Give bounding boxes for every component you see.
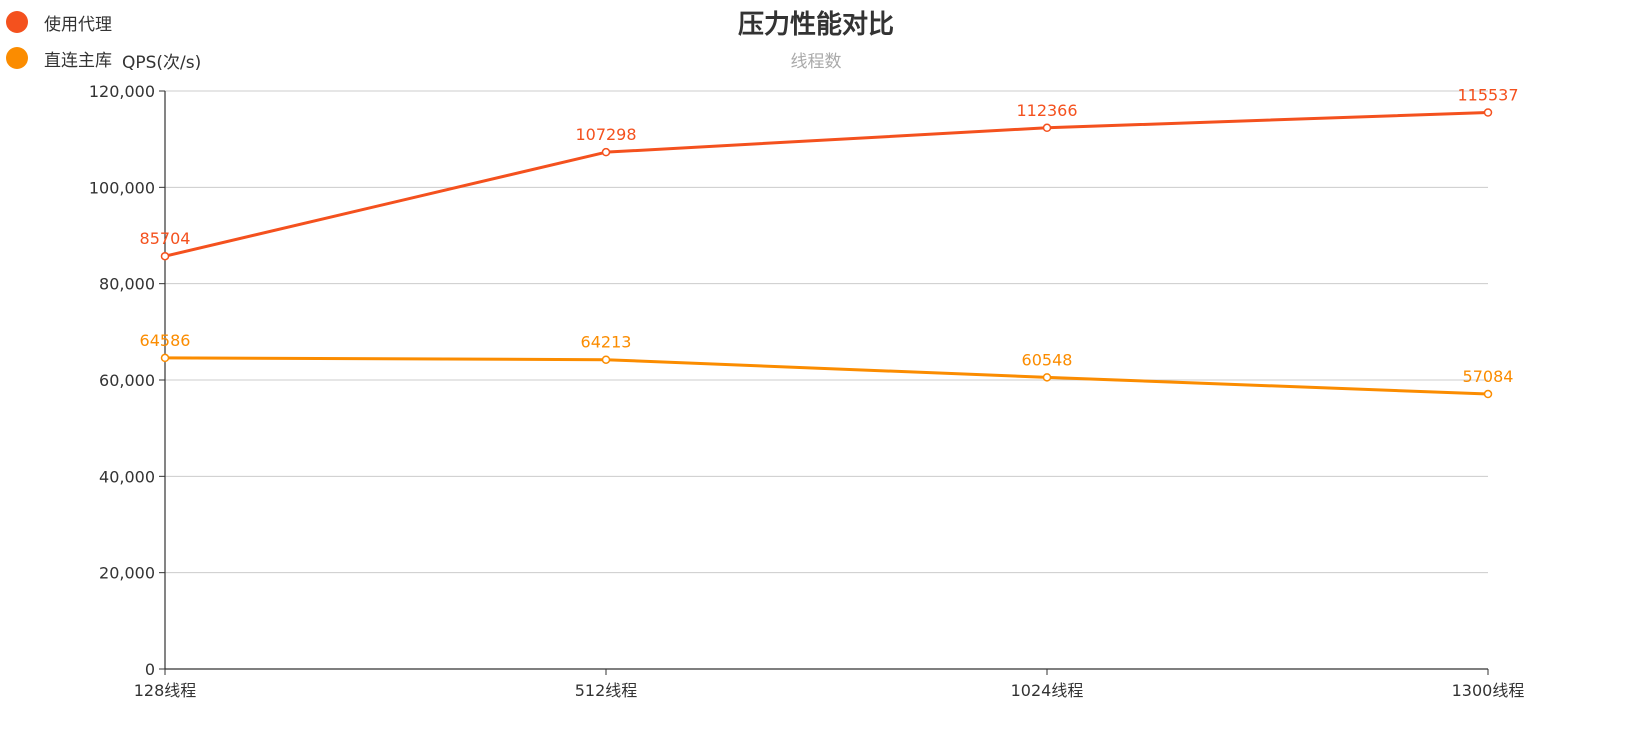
legend-item-direct[interactable]: 直连主库	[6, 40, 112, 76]
y-axis-label: QPS(次/s)	[122, 53, 202, 73]
x-tick-label: 1024线程	[1011, 681, 1084, 700]
y-tick-label: 0	[145, 660, 155, 679]
data-label: 107298	[575, 125, 636, 144]
chart-title: 压力性能对比	[737, 10, 894, 40]
data-point	[1483, 389, 1493, 399]
data-point	[160, 353, 170, 363]
series-line-0	[163, 110, 1490, 258]
data-label: 112366	[1016, 101, 1077, 120]
data-point	[1042, 123, 1052, 133]
legend-item-proxy[interactable]: 使用代理	[6, 4, 112, 40]
y-tick-label: 100,000	[89, 178, 155, 197]
chart-subtitle: 线程数	[790, 52, 842, 72]
legend-label-proxy: 使用代理	[44, 14, 112, 35]
y-tick-label: 120,000	[89, 82, 155, 101]
legend-label-direct: 直连主库	[44, 50, 112, 71]
y-tick-label: 20,000	[99, 564, 155, 583]
y-tick-label: 80,000	[99, 275, 155, 294]
data-label: 64213	[581, 333, 632, 352]
legend: 使用代理 直连主库	[6, 4, 112, 76]
data-label: 60548	[1022, 350, 1073, 369]
data-point	[601, 147, 611, 157]
data-point	[160, 251, 170, 261]
legend-dot-direct-icon	[6, 47, 28, 69]
y-tick-label: 40,000	[99, 467, 155, 486]
x-tick-label: 1300线程	[1452, 681, 1525, 700]
series-line-1	[163, 356, 1490, 396]
data-point	[1042, 373, 1052, 382]
data-label: 64586	[140, 331, 191, 350]
data-point	[601, 355, 611, 364]
x-tick-label: 128线程	[134, 681, 197, 700]
x-tick-label: 512线程	[575, 681, 638, 700]
data-point	[1483, 108, 1493, 117]
data-label: 85704	[140, 229, 191, 248]
y-tick-label: 60,000	[99, 371, 155, 390]
legend-dot-proxy-icon	[6, 11, 28, 33]
data-label: 57084	[1463, 367, 1514, 386]
data-label: 115537	[1457, 85, 1518, 104]
